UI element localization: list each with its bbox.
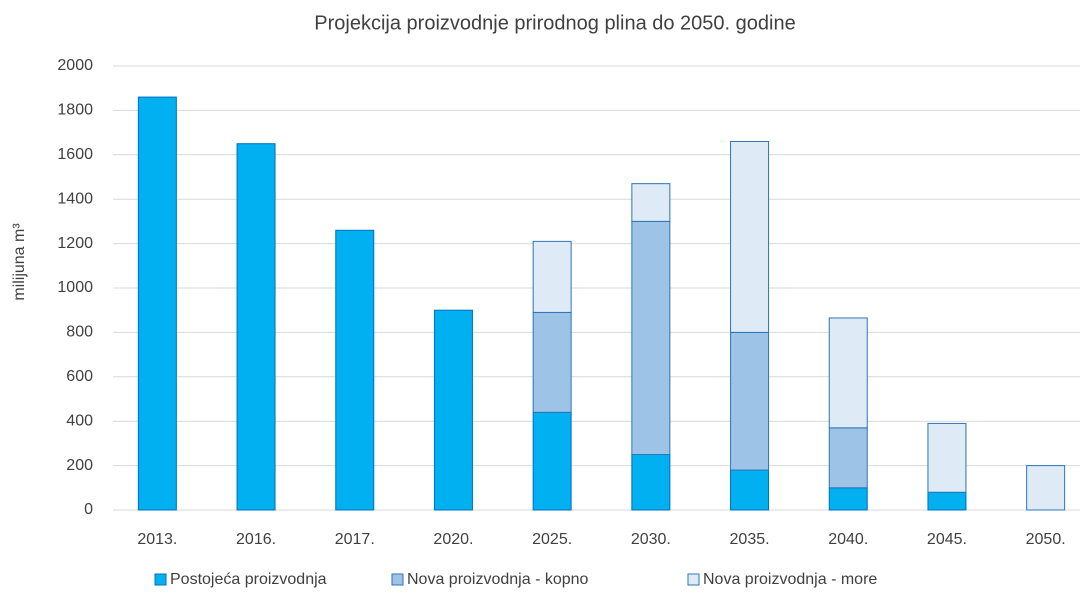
x-tick-label: 2017. [335, 531, 375, 548]
y-axis-label: milijuna m³ [11, 223, 28, 301]
bar-segment [631, 183, 671, 222]
x-tick-label: 2025. [532, 531, 572, 548]
y-tick-label: 0 [84, 501, 93, 518]
bar-segment [828, 487, 868, 511]
x-tick-label: 2020. [433, 531, 473, 548]
bar-segment [137, 96, 177, 511]
x-tick-label: 2016. [236, 531, 276, 548]
x-tick-label: 2045. [927, 531, 967, 548]
bar-segment [532, 311, 572, 413]
bar-segment [828, 427, 868, 489]
x-tick-label: 2013. [137, 531, 177, 548]
y-tick-label: 1000 [57, 279, 93, 296]
bar-segment [532, 240, 572, 313]
legend-label: Postojeća proizvodnja [170, 571, 327, 588]
y-tick-label: 2000 [57, 57, 93, 74]
y-tick-label: 200 [66, 457, 93, 474]
x-tick-label: 2030. [631, 531, 671, 548]
y-tick-label: 1600 [57, 146, 93, 163]
bar-segment [236, 143, 276, 511]
bar-segment [927, 422, 967, 493]
legend-swatch [687, 573, 700, 586]
x-tick-label: 2040. [828, 531, 868, 548]
legend-swatch [154, 573, 167, 586]
bar-segment [1026, 465, 1066, 511]
x-tick-label: 2050. [1026, 531, 1066, 548]
y-tick-label: 400 [66, 412, 93, 429]
y-tick-label: 1800 [57, 102, 93, 119]
bar-segment [631, 220, 671, 455]
legend-swatch [391, 573, 404, 586]
x-tick-label: 2035. [730, 531, 770, 548]
bar-segment [828, 317, 868, 429]
bar-segment [730, 331, 770, 471]
y-tick-label: 1200 [57, 235, 93, 252]
bar-segment [433, 309, 473, 511]
y-tick-label: 600 [66, 368, 93, 385]
bar-segment [532, 411, 572, 511]
legend-label: Nova proizvodnja - kopno [407, 571, 589, 588]
bar-segment [927, 491, 967, 511]
y-tick-label: 1400 [57, 190, 93, 207]
legend-label: Nova proizvodnja - more [703, 571, 877, 588]
bar-segment [335, 229, 375, 511]
bar-segment [631, 454, 671, 511]
bar-segment [730, 469, 770, 511]
bar-segment [730, 140, 770, 333]
y-tick-label: 800 [66, 324, 93, 341]
chart-title: Projekcija proizvodnje prirodnog plina d… [314, 12, 795, 34]
